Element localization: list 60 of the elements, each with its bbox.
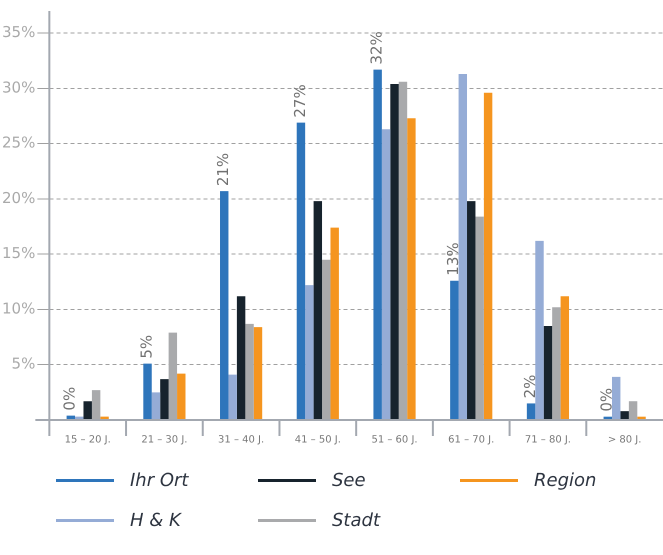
y-tick-label: 10% xyxy=(2,299,36,318)
data-label: 13% xyxy=(444,242,462,276)
bar xyxy=(245,324,254,420)
data-label: 0% xyxy=(60,386,79,411)
bar xyxy=(314,201,322,420)
bar xyxy=(152,392,160,420)
legend-label: H & K xyxy=(130,510,181,530)
bar xyxy=(560,296,570,420)
bar xyxy=(160,379,169,420)
data-label: 5% xyxy=(137,334,156,359)
y-tick-label: 5% xyxy=(12,354,36,373)
bar xyxy=(143,364,152,420)
bar xyxy=(83,401,92,420)
bar xyxy=(458,74,468,420)
bar xyxy=(322,260,330,420)
legend-label: See xyxy=(332,470,366,490)
bar xyxy=(450,280,459,420)
bar xyxy=(475,216,484,420)
bar xyxy=(373,70,382,420)
data-label: 32% xyxy=(368,31,386,65)
bar xyxy=(92,390,100,420)
data-label: 27% xyxy=(290,84,309,118)
data-label: 0% xyxy=(598,388,616,412)
data-label: 2% xyxy=(520,374,539,398)
y-tick-label: 20% xyxy=(2,188,36,207)
bar xyxy=(382,129,390,420)
x-tick-label: > 80 J. xyxy=(608,434,642,446)
data-label: 21% xyxy=(214,152,232,186)
bar xyxy=(484,92,492,420)
bar xyxy=(296,122,306,420)
bar xyxy=(407,118,416,420)
bar xyxy=(526,403,536,420)
bar xyxy=(236,296,246,420)
x-tick-label: 71 – 80 J. xyxy=(524,434,571,446)
bar xyxy=(390,84,399,420)
bar xyxy=(544,326,552,420)
legend-label: Ihr Ort xyxy=(130,470,188,490)
bar xyxy=(254,327,262,420)
bar xyxy=(628,401,638,420)
x-tick-label: 41 – 50 J. xyxy=(294,434,341,446)
y-tick-label: 35% xyxy=(2,23,36,41)
bar xyxy=(620,411,629,420)
bar xyxy=(305,285,314,420)
y-tick-label: 30% xyxy=(2,78,36,96)
x-tick-label: 31 – 40 J. xyxy=(218,434,264,446)
x-tick-label: 61 – 70 J. xyxy=(448,434,494,446)
bar xyxy=(467,201,476,420)
y-tick-label: 15% xyxy=(2,244,36,262)
legend-label: Region xyxy=(534,470,596,490)
y-tick-label: 25% xyxy=(2,134,36,152)
bar xyxy=(177,374,186,420)
x-tick-label: 51 – 60 J. xyxy=(371,434,418,446)
bar xyxy=(330,228,339,420)
x-tick-label: 21 – 30 J. xyxy=(141,434,188,446)
bar xyxy=(535,240,544,420)
bar xyxy=(220,191,228,420)
legend-label: Stadt xyxy=(332,510,380,530)
bar xyxy=(228,374,237,420)
bar xyxy=(612,376,620,420)
x-tick-label: 15 – 20 J. xyxy=(64,434,111,446)
